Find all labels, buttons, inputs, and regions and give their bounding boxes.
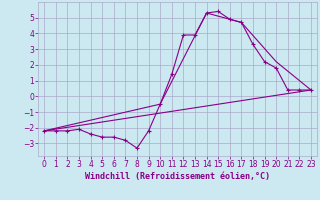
X-axis label: Windchill (Refroidissement éolien,°C): Windchill (Refroidissement éolien,°C) — [85, 172, 270, 181]
